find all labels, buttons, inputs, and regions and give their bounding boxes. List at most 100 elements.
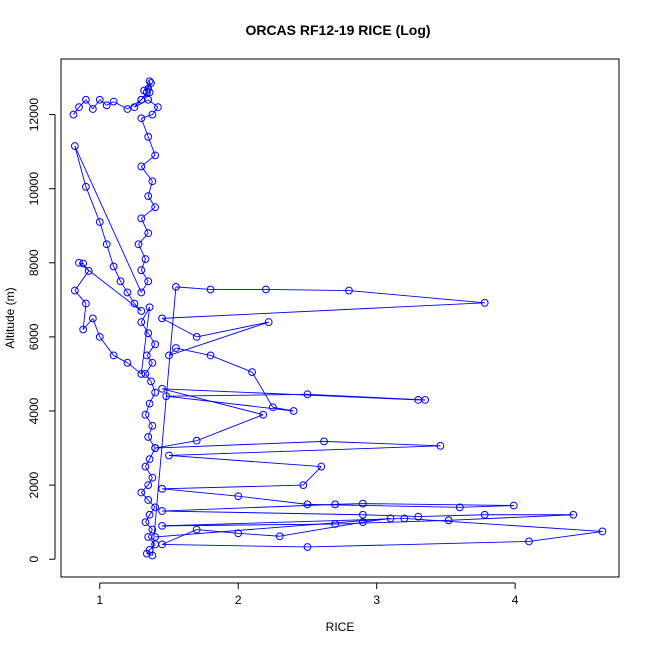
series-segment xyxy=(141,206,156,219)
data-point xyxy=(144,132,153,141)
series-segment xyxy=(147,425,153,438)
series-segment xyxy=(141,92,150,101)
series-segment xyxy=(302,466,322,486)
series-segment xyxy=(92,99,101,110)
data-point xyxy=(75,258,83,267)
data-point xyxy=(192,436,201,445)
data-point xyxy=(109,351,118,360)
series-segment xyxy=(168,445,441,456)
data-point xyxy=(234,529,243,538)
data-point xyxy=(75,103,83,112)
data-point xyxy=(116,277,125,286)
data-point xyxy=(275,532,284,541)
series-segment xyxy=(78,99,87,108)
series-segment xyxy=(147,332,156,345)
data-point xyxy=(145,303,154,312)
data-point xyxy=(303,390,312,399)
series-segment xyxy=(146,355,153,364)
data-point xyxy=(145,399,154,408)
data-point xyxy=(436,441,445,450)
series-segment xyxy=(166,395,294,412)
series-segment xyxy=(265,289,350,292)
series-segment xyxy=(113,266,121,282)
data-point xyxy=(148,473,157,482)
data-point xyxy=(165,451,173,460)
data-point xyxy=(82,95,90,104)
series-segment xyxy=(162,488,239,497)
data-point xyxy=(137,318,146,326)
series-segment xyxy=(138,244,146,260)
series-segment xyxy=(127,99,142,110)
series-segment xyxy=(175,347,211,356)
x-axis-label: RICE xyxy=(326,620,355,634)
data-point xyxy=(480,298,489,307)
x-tick-label: 1 xyxy=(96,593,103,607)
data-point xyxy=(141,410,150,419)
data-point xyxy=(358,510,367,519)
series-segment xyxy=(99,99,107,106)
data-point xyxy=(234,492,243,501)
data-point xyxy=(345,286,353,295)
data-point xyxy=(144,192,153,200)
data-point xyxy=(317,462,326,471)
data-point xyxy=(455,503,464,512)
chart-title: ORCAS RF12-19 RICE (Log) xyxy=(245,22,430,38)
data-point xyxy=(137,162,146,171)
y-tick-label: 2000 xyxy=(27,471,41,498)
data-point xyxy=(358,518,367,527)
series-segment xyxy=(307,540,530,548)
series-segment xyxy=(362,503,514,506)
series-segment xyxy=(149,392,156,404)
data-point xyxy=(147,79,155,87)
data-point xyxy=(145,88,154,97)
data-point xyxy=(172,344,180,352)
data-point xyxy=(145,455,154,464)
data-point xyxy=(123,288,132,297)
y-tick-label: 4000 xyxy=(27,397,41,424)
data-point xyxy=(95,95,104,104)
data-point xyxy=(158,314,166,323)
data-point xyxy=(444,516,453,525)
series-segment xyxy=(335,503,363,505)
data-point xyxy=(69,110,78,119)
data-point xyxy=(70,142,79,150)
data-series xyxy=(69,77,607,560)
series-segment xyxy=(279,521,363,537)
series-segment xyxy=(162,518,405,527)
data-point xyxy=(206,285,215,294)
series-segment xyxy=(162,523,336,527)
series-segment xyxy=(161,529,197,545)
data-point xyxy=(414,395,423,404)
series-segment xyxy=(175,286,211,290)
data-point xyxy=(82,182,90,191)
data-point xyxy=(148,421,157,430)
data-point xyxy=(148,551,157,560)
series-segment xyxy=(145,466,153,478)
data-point xyxy=(303,500,312,509)
data-point xyxy=(264,318,273,326)
series-segment xyxy=(147,195,156,208)
data-point xyxy=(145,77,154,86)
data-point xyxy=(130,299,139,308)
data-point xyxy=(400,514,409,523)
series-segment xyxy=(147,536,156,545)
data-point xyxy=(158,521,166,530)
data-point xyxy=(414,512,423,521)
data-point xyxy=(70,286,79,295)
data-point xyxy=(123,105,132,113)
series-segment xyxy=(155,440,325,449)
data-point xyxy=(299,481,308,490)
series-segment xyxy=(404,518,603,532)
series-segment xyxy=(141,114,153,119)
data-point xyxy=(142,351,151,360)
data-point xyxy=(109,97,118,106)
data-point xyxy=(145,510,154,519)
data-point xyxy=(79,259,88,268)
data-point xyxy=(148,525,157,534)
data-point xyxy=(88,314,97,323)
data-point xyxy=(95,332,104,341)
data-point xyxy=(102,240,111,249)
data-point xyxy=(148,110,157,119)
series-segment xyxy=(348,290,485,304)
series-segment xyxy=(140,218,149,234)
